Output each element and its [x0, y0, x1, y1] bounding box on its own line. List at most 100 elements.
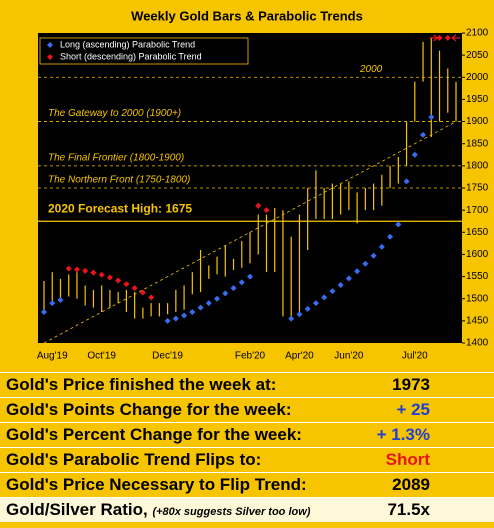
y-tick-label: 1550	[466, 271, 489, 282]
trend-dot	[222, 290, 229, 297]
trend-dot	[370, 252, 377, 259]
trend-dot	[123, 281, 130, 288]
y-tick-label: 1400	[466, 338, 489, 349]
trend-dot	[312, 300, 319, 307]
y-tick-label: 1650	[466, 227, 489, 238]
row-value: 2089	[358, 472, 494, 498]
y-tick-label: 1950	[466, 94, 489, 105]
trend-dot	[164, 317, 171, 324]
label-text: Gold's Price finished the week at:	[6, 375, 277, 394]
y-tick-label: 1750	[466, 183, 489, 194]
trend-dot	[247, 273, 253, 280]
y-tick-label: 1700	[466, 205, 489, 216]
legend-label: Short (descending) Parabolic Trend	[60, 51, 202, 61]
x-tick-label: Jul'20	[402, 351, 428, 362]
summary-table: Gold's Price finished the week at: 1973 Go…	[0, 372, 494, 522]
arrow	[429, 34, 438, 42]
label-text: Gold's Parabolic Trend Flips to:	[6, 450, 262, 469]
table-row: Gold's Price finished the week at: 1973	[0, 372, 494, 398]
reference-label: The Gateway to 2000 (1900+)	[48, 108, 181, 119]
trend-dot	[214, 295, 221, 302]
x-tick-label: Jun'20	[334, 351, 364, 362]
arrow	[451, 34, 460, 42]
trend-dot	[65, 265, 72, 272]
y-tick-label: 2100	[466, 28, 489, 39]
reference-label: The Northern Front (1750-1800)	[48, 175, 190, 186]
trend-dot	[436, 34, 443, 41]
y-tick-label: 1850	[466, 138, 489, 149]
y-tick-label: 2000	[466, 72, 489, 83]
x-tick-label: Feb'20	[235, 351, 266, 362]
trend-dot	[444, 34, 451, 41]
trend-dot	[362, 260, 369, 267]
trend-dot	[57, 297, 64, 304]
trend-dot	[395, 221, 402, 228]
trend-dot	[230, 285, 237, 292]
trend-dot	[189, 309, 196, 315]
row-value: 71.5x	[358, 497, 494, 522]
trend-dot	[403, 178, 410, 185]
table-row: Gold's Price Necessary to Flip Trend: 208…	[0, 472, 494, 498]
trend-dot	[106, 274, 113, 281]
legend-label: Long (ascending) Parabolic Trend	[60, 39, 195, 49]
legend-box	[39, 37, 249, 65]
row-value: + 25	[358, 397, 494, 423]
trend-dot	[420, 131, 427, 138]
reference-label: 2000	[359, 64, 383, 75]
trend-dot	[304, 305, 311, 312]
y-tick-label: 1800	[466, 160, 489, 171]
trend-dot	[98, 271, 105, 278]
label-text: Gold's Price Necessary to Flip Trend:	[6, 475, 307, 494]
reference-label: The Final Frontier (1800-1900)	[48, 152, 184, 163]
trend-dot	[263, 207, 270, 214]
trend-dot	[82, 267, 89, 274]
trend-dot	[296, 311, 303, 318]
trend-dot	[73, 266, 80, 273]
trend-dot	[90, 269, 97, 276]
legend-marker	[47, 54, 53, 60]
trend-dot	[197, 304, 204, 311]
trend-dot	[115, 277, 122, 284]
trend-dot	[41, 309, 47, 315]
trend-dot	[321, 294, 328, 301]
y-tick-label: 2050	[466, 50, 489, 61]
y-tick-label: 1600	[466, 249, 489, 260]
label-text: Gold/Silver Ratio,	[6, 500, 148, 519]
x-tick-label: Aug'19	[37, 351, 68, 362]
trend-dot	[288, 315, 295, 322]
y-tick-label: 1450	[466, 315, 489, 326]
trend-dot	[255, 202, 262, 209]
row-label: Gold's Price Necessary to Flip Trend:	[0, 472, 359, 498]
trend-dot	[337, 281, 344, 288]
trend-dot	[181, 312, 188, 319]
label-text: Gold's Percent Change for the week:	[6, 425, 302, 444]
row-label: Gold's Percent Change for the week:	[0, 422, 359, 448]
x-tick-label: Apr'20	[285, 351, 314, 362]
trend-dot	[131, 285, 138, 292]
trend-dot	[378, 243, 385, 250]
legend-marker	[47, 42, 53, 48]
row-label: Gold's Points Change for the week:	[0, 397, 359, 423]
label-text: Gold's Points Change for the week:	[6, 400, 292, 419]
y-tick-label: 1900	[466, 116, 489, 127]
row-note: (+80x suggests Silver too low)	[152, 506, 311, 518]
row-value: Short	[358, 447, 494, 473]
trend-dot	[49, 300, 56, 307]
table-row: Gold's Points Change for the week: + 25	[0, 397, 494, 423]
trend-dot	[345, 275, 352, 282]
row-value: 1973	[358, 372, 494, 398]
chart-title: Weekly Gold Bars & Parabolic Trends	[131, 8, 363, 23]
table-row: Gold's Percent Change for the week: + 1.3…	[0, 422, 494, 448]
trend-dot	[172, 315, 179, 322]
reference-label: 2020 Forecast High: 1675	[48, 201, 192, 215]
table-row: Gold/Silver Ratio, (+80x suggests Silver…	[0, 497, 494, 522]
y-tick-label: 1500	[466, 293, 489, 304]
x-tick-label: Dec'19	[152, 351, 183, 362]
row-label: Gold's Parabolic Trend Flips to:	[0, 447, 359, 473]
chart: Weekly Gold Bars & Parabolic Trends 1400…	[37, 8, 489, 362]
row-label: Gold's Price finished the week at:	[0, 372, 359, 398]
x-tick-label: Oct'19	[87, 351, 116, 362]
row-value: + 1.3%	[358, 422, 494, 448]
trend-dot	[238, 279, 245, 286]
